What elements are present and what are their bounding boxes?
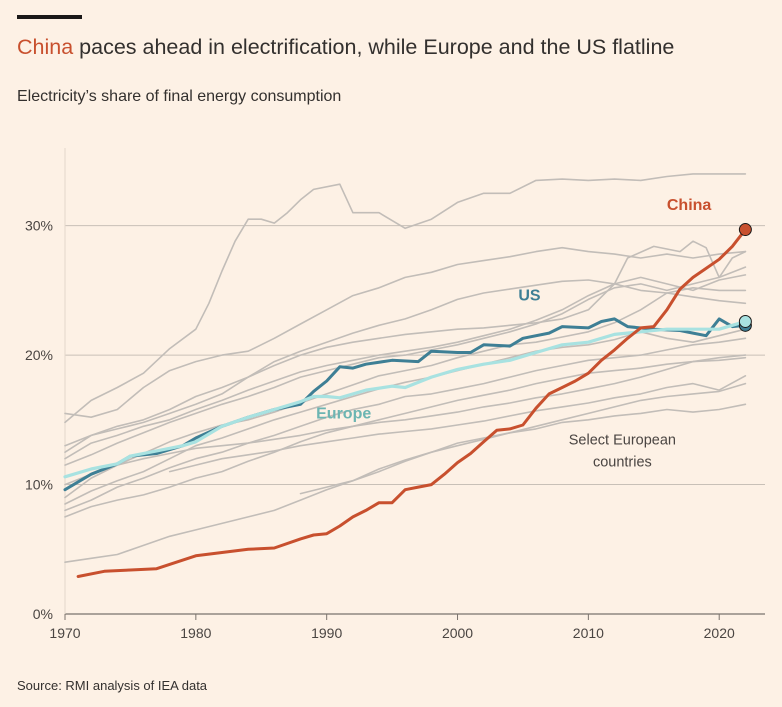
- europe-end-marker: [738, 314, 752, 328]
- series-labels: China US Europe Select European countrie…: [316, 197, 711, 470]
- y-tick-label: 30%: [25, 218, 53, 234]
- title-highlight: China: [17, 35, 74, 59]
- chart-title: China paces ahead in electrification, wh…: [17, 33, 674, 61]
- china-line: [76, 228, 747, 578]
- country-line: [64, 173, 747, 424]
- top-rule: [17, 15, 82, 19]
- x-tick-label: 1990: [311, 625, 342, 641]
- country-line: [64, 382, 747, 563]
- x-tick-label: 2000: [442, 625, 473, 641]
- country-lines: [64, 173, 747, 563]
- chart-subtitle: Electricity’s share of final energy cons…: [17, 88, 342, 105]
- countries-label-line2: countries: [593, 454, 652, 470]
- highlight-lines: [63, 228, 747, 578]
- country-line: [64, 287, 747, 499]
- x-tick-label: 2020: [704, 625, 735, 641]
- x-tick-label: 2010: [573, 625, 604, 641]
- y-axis-labels: 0% 10% 20% 30%: [25, 218, 53, 622]
- end-markers: [738, 223, 752, 332]
- country-line: [64, 279, 747, 453]
- europe-line: [63, 319, 747, 479]
- y-tick-label: 20%: [25, 347, 53, 363]
- title-text: paces ahead in electrification, while Eu…: [73, 35, 675, 59]
- country-line: [64, 240, 747, 447]
- europe-label: Europe: [316, 406, 371, 423]
- y-tick-label: 0%: [33, 606, 53, 622]
- x-tick-label: 1980: [180, 625, 211, 641]
- country-line: [64, 337, 747, 512]
- country-line: [64, 356, 747, 486]
- china-end-marker: [738, 223, 752, 237]
- country-line: [64, 266, 747, 466]
- x-tick-label: 1970: [49, 625, 80, 641]
- china-label: China: [667, 197, 712, 214]
- country-line: [168, 375, 747, 473]
- source-note: Source: RMI analysis of IEA data: [17, 678, 208, 693]
- country-line: [64, 274, 747, 460]
- us-label: US: [518, 288, 541, 305]
- x-axis: 1970 1980 1990 2000 2010 2020: [49, 614, 735, 641]
- countries-label-line1: Select European: [569, 432, 676, 448]
- country-line: [64, 354, 747, 518]
- country-line: [299, 403, 747, 495]
- y-tick-label: 10%: [25, 477, 53, 493]
